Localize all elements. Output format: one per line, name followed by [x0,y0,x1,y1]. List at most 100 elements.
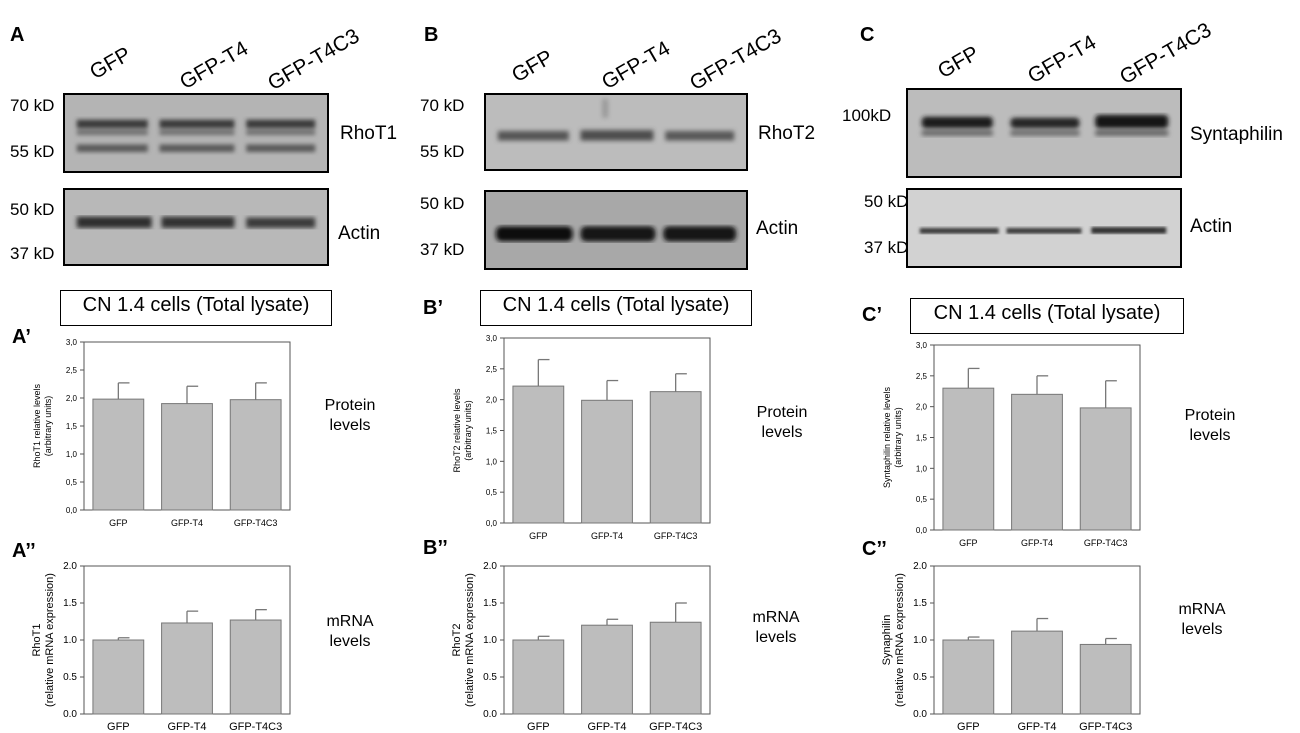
a-mrna-xtick-label: GFP-T4C3 [229,721,282,733]
mw-label-b-55: 55 kD [420,142,465,161]
c-mrna-bar [1011,630,1063,715]
c-mrna-xtick-label: GFP-T4C3 [1079,721,1132,733]
a-protein-ytick-label: 2,0 [66,394,78,403]
a-protein-ytick-label: 0,5 [66,478,78,487]
mw-label-c-50: 50 kD [864,192,909,211]
lysate-title-b: CN 1.4 cells (Total lysate) [480,290,752,326]
lane-label-b-gfp: GFP [508,45,557,88]
bar-chart-c-mrna: 0.0 0.5 1.0 1.5 2.0 GFP GFP-T4 GFP-T4C3 Synaphil… [881,561,1141,733]
a-mrna-xtick-label: GFP [107,721,130,733]
mw-label-c-37: 37 kD [864,238,909,257]
a-mrna-ytick-label: 0.0 [63,709,77,720]
western-blot-rhot1 [63,93,329,173]
c-protein-xtick-label: GFP-T4 [1021,538,1053,548]
panel-letter-a: A [10,24,25,46]
lane-label-b-gfp-t4: GFP-T4 [598,36,675,95]
b-protein-ytick-label: 1,0 [486,457,498,466]
blot-name-rhot2: RhoT2 [758,123,816,144]
a-protein-ytick-label: 1,5 [66,422,78,431]
lane-label-b-gfp-t4c3: GFP-T4C3 [686,24,786,96]
side-label-c-protein: Protein levels [1178,406,1242,446]
b-mrna-ytick-label: 1.5 [483,598,497,609]
lane-label-a-gfp: GFP [86,42,135,85]
b-protein-ytick-label: 0,5 [486,488,498,497]
c-protein-ytick-label: 1,5 [916,434,928,443]
b-protein-ytick-label: 0,0 [486,519,498,528]
lysate-title-c: CN 1.4 cells (Total lysate) [910,298,1184,334]
c-mrna-ylabel: Synaphilin [881,615,893,666]
c-mrna-bar [1079,643,1132,715]
b-protein-xtick-label: GFP-T4 [591,531,623,541]
a-protein-bar [92,398,145,511]
lane-label-c-gfp-t4c3: GFP-T4C3 [1116,18,1216,90]
c-protein-ytick-label: 2,5 [916,372,928,381]
b-mrna-xtick-label: GFP [527,721,550,733]
mw-label-b-50: 50 kD [420,194,465,213]
c-mrna-ytick-label: 0.0 [913,709,927,720]
a-protein-ytick-label: 3,0 [66,338,78,347]
b-protein-ytick-label: 3,0 [486,334,498,343]
a-mrna-ytick-label: 2.0 [63,561,77,572]
a-protein-ytick-label: 2,5 [66,366,78,375]
side-label-a-protein-line1: Protein [324,397,376,414]
side-label-a-mrna: mRNA levels [318,612,382,652]
b-protein-bar [581,399,633,524]
a-protein-ylabel: RhoT1 relative levels [32,383,42,468]
b-mrna-ytick-label: 2.0 [483,561,497,572]
c-mrna-ytick-label: 2.0 [913,561,927,572]
a-mrna-bar [92,639,145,715]
c-protein-bar [1011,393,1063,531]
bar-chart-b-protein: 0,0 0,5 1,0 1,5 2,0 2,5 3,0 GFP GFP-T4 GFP-T4C3 Rh… [452,334,711,541]
side-label-a-protein: Protein levels [318,396,382,436]
a-mrna-bar [229,619,282,715]
panel-letter-b: B [424,24,439,46]
panel-label-b-double-prime: B’’ [423,537,448,559]
b-mrna-bar [649,621,702,715]
a-mrna-ytick-label: 0.5 [63,672,77,683]
lane-label-a-gfp-t4c3: GFP-T4C3 [264,24,364,96]
a-mrna-ytick-label: 1.5 [63,598,77,609]
mw-label-a-55: 55 kD [10,142,55,161]
c-mrna-xtick-label: GFP [957,721,980,733]
bar-chart-c-protein: 0,0 0,5 1,0 1,5 2,0 2,5 3,0 GFP GFP-T4 GFP-T4C3 Sy… [882,341,1141,548]
panel-label-c-prime: C’ [862,304,882,326]
c-mrna-xtick-label: GFP-T4 [1017,721,1056,733]
c-protein-ylabel: (arbitrary units) [893,407,903,468]
side-label-c-mrna-line2: levels [1181,621,1223,638]
side-label-c-mrna: mRNA levels [1170,600,1234,640]
a-mrna-ytick-label: 1.0 [63,635,77,646]
c-protein-ytick-label: 3,0 [916,341,928,350]
western-blot-syntaphilin [906,88,1182,178]
mw-label-a-70: 70 kD [10,96,55,115]
mw-label-c-100: 100kD [842,106,892,125]
bar-chart-a-mrna: 0.0 0.5 1.0 1.5 2.0 GFP GFP-T4 GFP-T4C3 RhoT1 (re… [31,561,291,733]
mw-label-a-37: 37 kD [10,244,55,263]
a-protein-xtick-label: GFP-T4 [171,518,203,528]
side-label-b-protein-line1: Protein [756,404,808,421]
c-protein-xtick-label: GFP-T4C3 [1084,538,1128,548]
b-protein-ylabel: RhoT2 relative levels [452,388,462,473]
mw-label-b-37: 37 kD [420,240,465,259]
b-protein-ytick-label: 2,0 [486,396,498,405]
bar-chart-b-mrna: 0.0 0.5 1.0 1.5 2.0 GFP GFP-T4 GFP-T4C3 RhoT2 (re… [451,561,711,733]
b-mrna-xtick-label: GFP-T4C3 [649,721,702,733]
c-protein-bar [942,387,995,531]
side-label-b-mrna-line1: mRNA [752,609,800,626]
a-protein-xtick-label: GFP [109,518,128,528]
a-protein-bar [161,403,213,511]
c-protein-xtick-label: GFP [959,538,978,548]
b-protein-bar [649,391,702,524]
panel-label-c-double-prime: C’’ [862,538,887,560]
b-mrna-bar [581,624,633,715]
blot-name-actin-a: Actin [338,223,381,244]
a-protein-ylabel: (arbitrary units) [43,396,53,457]
a-mrna-xtick-label: GFP-T4 [167,721,206,733]
c-mrna-ytick-label: 0.5 [913,672,927,683]
c-mrna-ylabel: (relative mRNA expression) [894,573,906,707]
b-mrna-bar [512,639,565,715]
a-protein-ytick-label: 1,0 [66,450,78,459]
c-protein-ylabel: Syntaphilin relative levels [882,386,892,488]
blot-name-actin-b: Actin [756,218,799,239]
c-protein-bar [1079,407,1132,531]
b-protein-bar [512,385,565,524]
